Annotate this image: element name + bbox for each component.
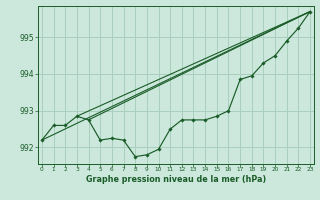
X-axis label: Graphe pression niveau de la mer (hPa): Graphe pression niveau de la mer (hPa) [86, 175, 266, 184]
